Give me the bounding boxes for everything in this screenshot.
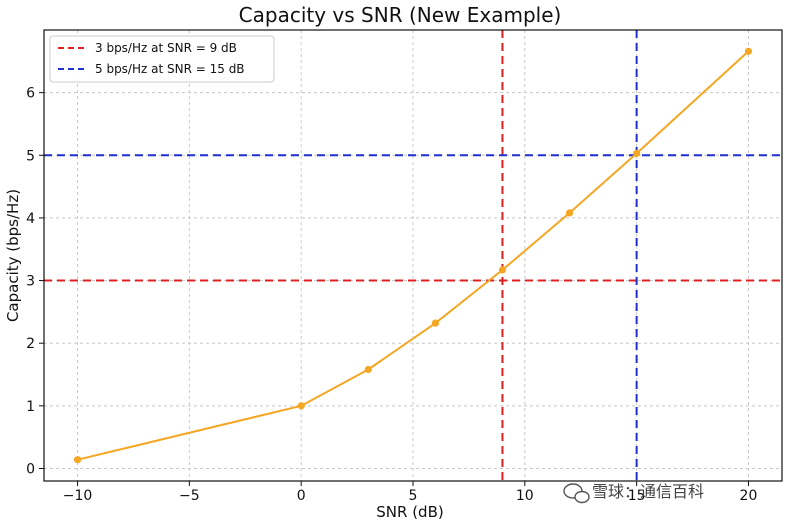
x-tick-label: 0: [297, 488, 306, 504]
data-point: [744, 47, 753, 55]
y-tick-label: 0: [26, 461, 35, 477]
legend: 3 bps/Hz at SNR = 9 dB 5 bps/Hz at SNR = …: [49, 35, 275, 83]
x-tick-label: 10: [516, 488, 534, 504]
x-tick-label: −10: [63, 488, 93, 504]
x-axis-label: SNR (dB): [376, 503, 443, 521]
y-tick-label: 4: [26, 211, 35, 227]
y-axis-label: Capacity (bps/Hz): [4, 189, 22, 322]
plot-frame: [43, 29, 783, 482]
x-tick-label: 15: [628, 488, 646, 504]
watermark-text: 雪球：通信百科: [592, 482, 704, 501]
y-tick-label: 5: [26, 148, 35, 164]
data-point: [73, 456, 82, 464]
data-point: [364, 365, 372, 374]
wechat-icon: [563, 483, 590, 504]
legend-label: 5 bps/Hz at SNR = 15 dB: [95, 62, 245, 76]
data-point: [498, 266, 507, 274]
legend-label: 3 bps/Hz at SNR = 9 dB: [95, 41, 237, 55]
y-tick-label: 1: [26, 399, 35, 415]
axes-layer: Capacity vs SNR (New Example)−10 −5 0 5 10 15…: [4, 3, 783, 521]
y-tick-label: 3: [26, 274, 35, 290]
data-point: [633, 149, 641, 157]
data-point: [431, 319, 439, 327]
series-line: [77, 50, 750, 461]
x-tick-label: 5: [409, 488, 418, 504]
wechat-icon-bubble-small: [574, 490, 590, 504]
watermark: 雪球：通信百科: [563, 482, 704, 504]
x-tick-label: −5: [179, 488, 200, 504]
x-tick-label: 20: [740, 488, 758, 504]
data-point: [297, 402, 305, 410]
y-tick-label: 2: [26, 336, 35, 352]
data-point: [565, 209, 574, 217]
chart-title: Capacity vs SNR (New Example): [239, 3, 562, 27]
plot-layer: [44, 30, 782, 481]
legend-box: [49, 35, 275, 83]
y-tick-label: 6: [26, 86, 35, 102]
